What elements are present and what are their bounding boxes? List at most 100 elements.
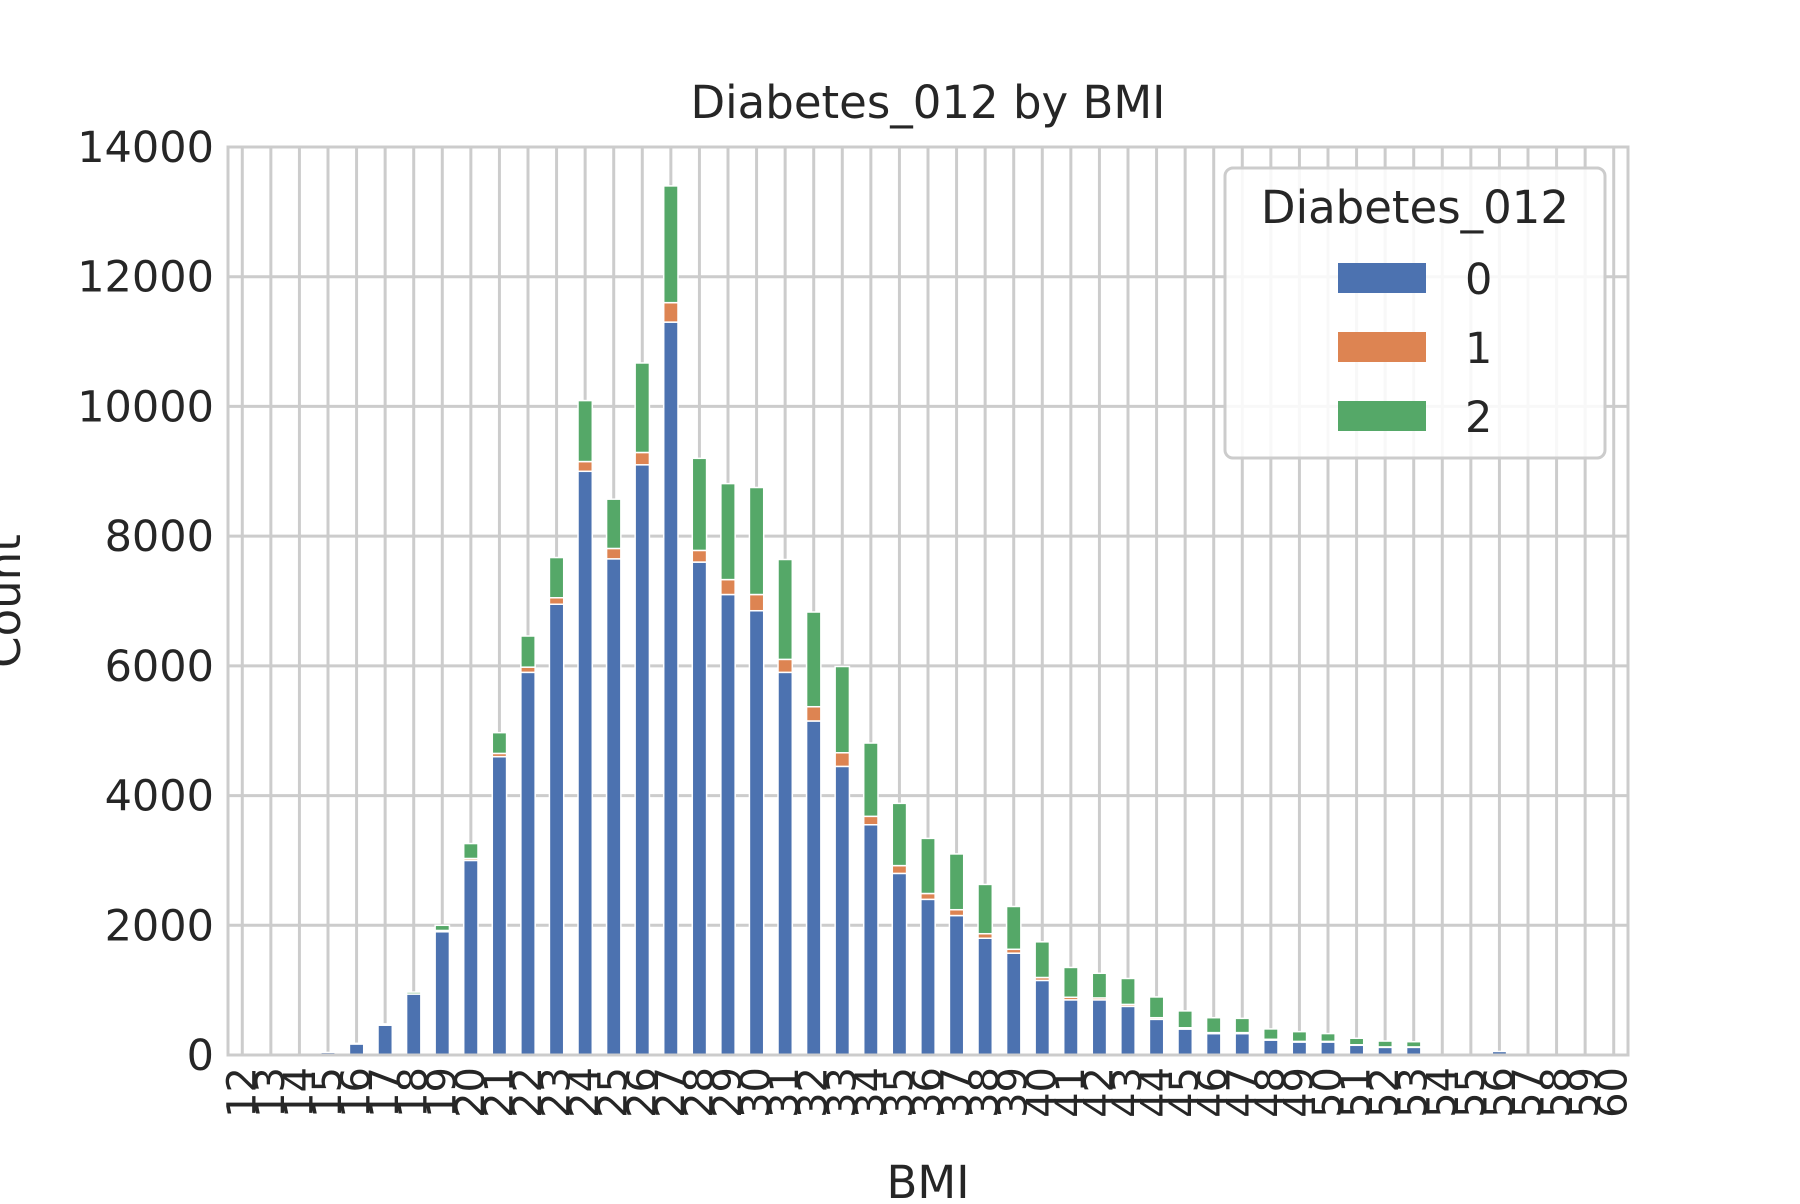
chart-title: Diabetes_012 by BMI [691,76,1166,129]
legend-swatch-2 [1338,401,1426,431]
x-tick-label: 16 [334,1067,380,1118]
x-tick-label: 35 [876,1067,922,1118]
x-tick-label: 53 [1391,1067,1437,1118]
x-tick-label: 14 [276,1067,322,1118]
x-tick-label: 51 [1334,1067,1380,1118]
x-tick-label: 49 [1276,1067,1322,1118]
plot-frame [226,145,1630,1057]
bar-segment-0-bmi-50 [1320,1041,1336,1056]
x-tick-label: 52 [1362,1067,1408,1118]
x-tick-label: 43 [1105,1067,1151,1118]
x-tick-label: 21 [476,1067,522,1118]
x-tick-label: 40 [1019,1067,1065,1118]
bar-segment-0-bmi-46 [1205,1032,1222,1056]
legend: Diabetes_012 0 1 2 [1223,166,1607,460]
y-tick-label: 6000 [105,642,214,692]
y-tick-label: 2000 [105,901,214,951]
x-tick-labels: 1213141516171819202122232425262728293031… [219,1067,1636,1118]
bar-segment-2-bmi-31 [777,558,794,661]
bar-segment-2-bmi-19 [434,924,451,932]
bar-segment-2-bmi-53 [1405,1040,1422,1048]
x-tick-label: 34 [848,1067,894,1118]
bar-segment-2-bmi-20 [462,842,479,860]
bar-segment-1-bmi-25 [605,547,622,560]
bar-segment-0-bmi-24 [577,470,594,1056]
bar-segment-2-bmi-17 [377,1023,394,1026]
x-tick-label: 36 [905,1067,951,1118]
x-tick-label: 13 [248,1067,294,1118]
x-tick-label: 39 [991,1067,1037,1118]
bar-segment-0-bmi-34 [862,824,879,1056]
bar-segment-2-bmi-22 [520,635,536,668]
bar-segment-2-bmi-46 [1205,1016,1222,1034]
x-tick-label: 56 [1476,1067,1522,1118]
bar-segment-0-bmi-18 [405,993,422,1056]
bar-segment-2-bmi-26 [634,362,651,454]
bar-segment-0-bmi-20 [462,859,479,1056]
bar-segment-0-bmi-49 [1291,1041,1308,1056]
bar-segment-0-bmi-22 [520,671,536,1056]
bar-segment-1-bmi-24 [577,460,594,473]
x-tick-label: 26 [619,1067,665,1118]
bar-segment-0-bmi-26 [634,464,651,1056]
bar-segment-1-bmi-37 [948,908,965,917]
bar-segment-2-bmi-41 [1062,966,1079,999]
bar-segment-0-bmi-41 [1062,999,1079,1056]
bar-segment-1-bmi-30 [748,593,765,612]
x-tick-label: 41 [1048,1067,1094,1118]
bar-segment-2-bmi-44 [1148,996,1165,1019]
x-tick-label: 33 [819,1067,865,1118]
legend-label-1: 1 [1465,324,1492,374]
bar-segment-1-bmi-32 [805,705,822,722]
x-tick-label: 44 [1134,1067,1180,1118]
bar-segment-2-bmi-29 [720,482,736,581]
x-tick-label: 32 [791,1067,837,1118]
bar-segment-0-bmi-43 [1120,1005,1136,1056]
bar-segment-0-bmi-30 [748,609,765,1056]
x-tick-label: 24 [562,1067,608,1118]
x-tick-label: 30 [734,1067,780,1118]
legend-swatch-1 [1338,332,1426,362]
bar-segment-0-bmi-31 [777,671,794,1056]
bars [320,185,1508,1056]
x-tick-label: 18 [391,1067,437,1118]
bar-segment-2-bmi-32 [805,611,822,708]
x-tick-label: 23 [534,1067,580,1118]
bar-segment-2-bmi-23 [548,556,565,599]
bar-segment-1-bmi-27 [662,301,679,323]
bar-segment-0-bmi-37 [948,914,965,1056]
bar-segment-2-bmi-52 [1377,1040,1394,1048]
bar-segment-2-bmi-36 [920,837,936,895]
bar-segment-0-bmi-25 [605,558,622,1056]
bar-segment-0-bmi-47 [1234,1032,1251,1056]
legend-swatch-0 [1338,263,1426,293]
bar-segment-2-bmi-51 [1348,1037,1365,1046]
bar-segment-0-bmi-38 [977,937,994,1056]
bar-segment-2-bmi-21 [491,731,508,755]
bar-segment-2-bmi-37 [948,853,965,911]
bar-segment-1-bmi-29 [720,578,736,596]
x-tick-label: 25 [591,1067,637,1118]
bar-segment-1-bmi-28 [691,549,708,563]
y-tick-label: 10000 [77,382,214,432]
bar-segment-2-bmi-24 [577,399,594,463]
bar-segment-0-bmi-48 [1262,1039,1279,1056]
bar-segment-0-bmi-44 [1148,1018,1165,1056]
bar-segment-2-bmi-50 [1320,1032,1336,1043]
bar-segment-0-bmi-39 [1005,952,1022,1056]
x-tick-label: 46 [1191,1067,1237,1118]
bar-segment-1-bmi-33 [834,752,851,768]
bar-segment-2-bmi-16 [348,1042,365,1045]
bar-segment-0-bmi-27 [662,321,679,1056]
x-tick-label: 31 [762,1067,808,1118]
bar-segment-0-bmi-35 [891,872,908,1056]
bar-segment-0-bmi-33 [834,765,851,1056]
x-tick-label: 29 [705,1067,751,1118]
bar-segment-0-bmi-45 [1177,1028,1194,1056]
bar-segment-0-bmi-17 [377,1024,394,1056]
bar-segment-1-bmi-26 [634,451,651,466]
x-tick-label: 55 [1448,1067,1494,1118]
x-tick-label: 17 [362,1067,408,1118]
